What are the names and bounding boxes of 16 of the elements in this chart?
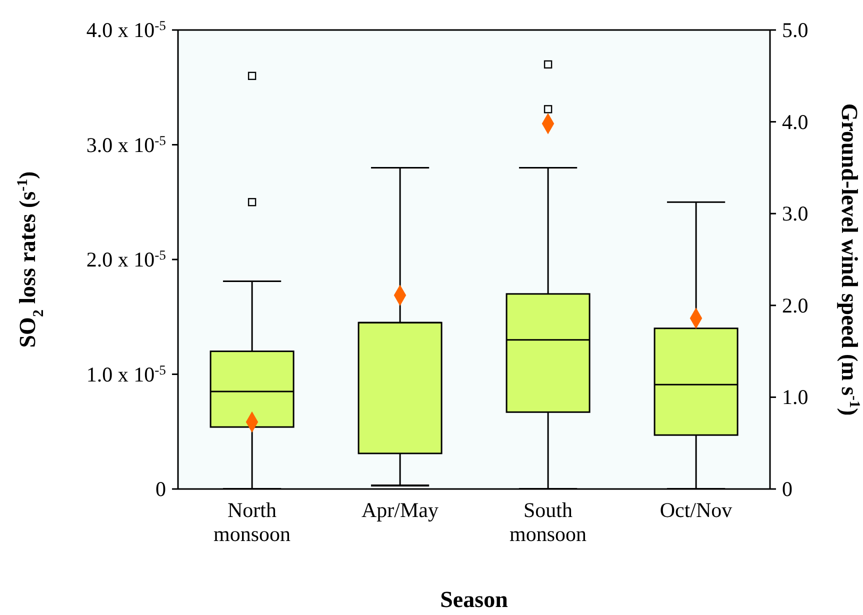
y-tick-label: 0	[156, 477, 166, 501]
y-tick-label: 4.0 x 10$^{-5}$	[86, 18, 166, 42]
y2-tick-label: 3.0	[782, 202, 808, 226]
x-tick-label: Oct/Nov	[660, 498, 733, 522]
y-tick-label: 3.0 x 10$^{-5}$	[86, 132, 166, 157]
x-tick-label: North monsoon	[213, 498, 291, 546]
y2-tick-label: 4.0	[782, 110, 808, 134]
y2-tick-label: 5.0	[782, 18, 808, 42]
x-tick-label: South monsoon	[509, 498, 587, 546]
y-tick-label: 1.0 x 10$^{-5}$	[86, 362, 166, 386]
y2-tick-label: 0	[782, 477, 792, 501]
y2-tick-label: 2.0	[782, 293, 808, 318]
y2-tick-label: 1.0	[782, 385, 808, 410]
x-tick-label: Apr/May	[362, 498, 439, 522]
x-axis-title: Season	[440, 587, 508, 612]
y-tick-label: 2.0 x 10$^{-5}$	[86, 247, 166, 272]
